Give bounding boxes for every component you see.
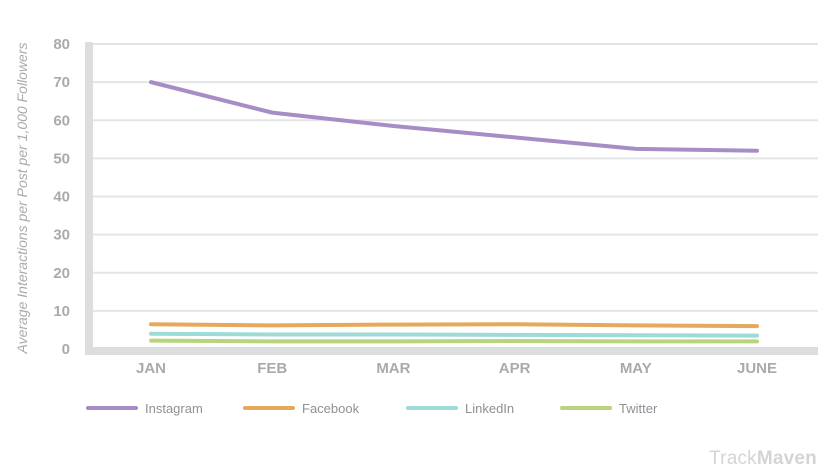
y-axis-label: Average Interactions per Post per 1,000 … (14, 42, 30, 354)
series-line-facebook (149, 322, 759, 329)
series-lines (149, 80, 759, 344)
y-tick-label: 10 (53, 303, 70, 320)
legend: Instagram Facebook LinkedIn Twitter (86, 401, 658, 416)
logo-text-maven: Maven (756, 448, 817, 469)
series-line-twitter (149, 338, 759, 344)
y-tick-label: 60 (53, 112, 70, 129)
y-tick-label: 50 (53, 150, 70, 167)
logo-text-track: Track (709, 448, 757, 469)
x-axis-line (85, 347, 818, 355)
y-tick-label: 40 (53, 189, 70, 206)
legend-label-instagram: Instagram (145, 401, 203, 416)
x-tick-label: JAN (136, 360, 166, 377)
y-tick-labels: 0 10 20 30 40 50 60 70 80 (53, 36, 70, 358)
legend-label-linkedin: LinkedIn (465, 401, 514, 416)
grid-lines (90, 43, 818, 312)
x-tick-label: FEB (257, 360, 287, 377)
series-line-instagram (149, 80, 759, 153)
y-tick-label: 30 (53, 227, 70, 244)
y-axis-line (85, 42, 93, 355)
series-line-linkedin (149, 331, 759, 338)
x-tick-label: MAY (620, 360, 652, 377)
legend-label-twitter: Twitter (619, 401, 658, 416)
trackmaven-logo: TrackMaven (709, 448, 817, 470)
y-tick-label: 0 (62, 341, 70, 358)
y-tick-label: 20 (53, 265, 70, 282)
y-tick-label: 70 (53, 74, 70, 91)
x-tick-label: MAR (376, 360, 410, 377)
legend-label-facebook: Facebook (302, 401, 360, 416)
axes (85, 42, 818, 355)
y-tick-label: 80 (53, 36, 70, 53)
x-tick-labels: JAN FEB MAR APR MAY JUNE (136, 360, 777, 377)
x-tick-label: APR (499, 360, 531, 377)
x-tick-label: JUNE (737, 360, 777, 377)
